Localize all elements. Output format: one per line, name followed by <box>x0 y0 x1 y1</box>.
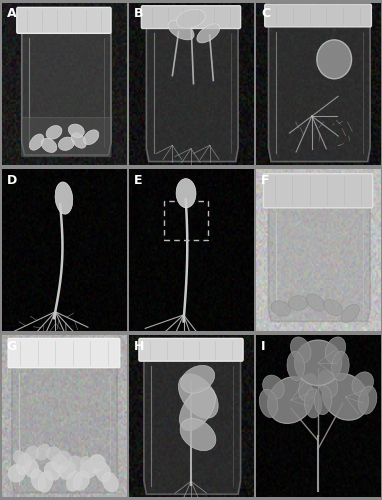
FancyBboxPatch shape <box>274 210 363 320</box>
Polygon shape <box>269 24 370 162</box>
FancyBboxPatch shape <box>265 4 371 27</box>
Ellipse shape <box>69 456 84 471</box>
FancyBboxPatch shape <box>8 338 120 368</box>
Ellipse shape <box>176 178 196 208</box>
Ellipse shape <box>29 134 44 150</box>
Ellipse shape <box>81 456 94 473</box>
FancyBboxPatch shape <box>17 8 111 34</box>
Ellipse shape <box>359 386 377 414</box>
Ellipse shape <box>352 372 374 396</box>
Ellipse shape <box>91 456 106 470</box>
Ellipse shape <box>51 454 68 472</box>
Ellipse shape <box>16 453 31 474</box>
Ellipse shape <box>322 374 369 420</box>
Ellipse shape <box>71 133 86 148</box>
Polygon shape <box>144 358 241 494</box>
Ellipse shape <box>178 374 218 418</box>
Text: G: G <box>7 340 17 353</box>
Ellipse shape <box>180 387 215 430</box>
FancyBboxPatch shape <box>141 6 241 28</box>
Ellipse shape <box>314 386 332 414</box>
Ellipse shape <box>102 472 118 492</box>
Text: A: A <box>7 8 16 20</box>
FancyBboxPatch shape <box>264 174 373 208</box>
Ellipse shape <box>84 130 99 144</box>
Ellipse shape <box>290 337 311 362</box>
Ellipse shape <box>58 137 74 150</box>
FancyBboxPatch shape <box>139 338 243 361</box>
Ellipse shape <box>168 20 194 40</box>
Text: C: C <box>261 8 270 20</box>
Ellipse shape <box>268 376 314 424</box>
Ellipse shape <box>306 294 325 311</box>
Ellipse shape <box>44 462 61 480</box>
Ellipse shape <box>59 461 76 479</box>
Ellipse shape <box>317 40 351 79</box>
Ellipse shape <box>24 446 39 462</box>
Ellipse shape <box>288 296 308 310</box>
Text: B: B <box>134 8 144 20</box>
Ellipse shape <box>287 352 304 380</box>
Polygon shape <box>146 25 238 162</box>
Ellipse shape <box>13 450 28 466</box>
Ellipse shape <box>46 126 62 139</box>
Ellipse shape <box>324 300 343 316</box>
Ellipse shape <box>181 366 215 393</box>
Ellipse shape <box>271 301 291 316</box>
Ellipse shape <box>68 124 84 138</box>
Ellipse shape <box>319 370 338 398</box>
Ellipse shape <box>23 458 39 478</box>
Ellipse shape <box>80 460 97 478</box>
Polygon shape <box>269 204 370 322</box>
Polygon shape <box>12 364 117 492</box>
FancyBboxPatch shape <box>22 118 111 156</box>
Text: H: H <box>134 340 144 353</box>
Ellipse shape <box>66 471 83 491</box>
Ellipse shape <box>41 138 57 152</box>
Ellipse shape <box>31 469 46 490</box>
Ellipse shape <box>325 337 346 362</box>
Ellipse shape <box>55 182 73 214</box>
Bar <box>164 202 208 240</box>
Text: F: F <box>261 174 270 186</box>
Text: D: D <box>7 174 17 186</box>
Ellipse shape <box>341 304 359 322</box>
Ellipse shape <box>176 10 206 28</box>
Ellipse shape <box>58 451 72 467</box>
Ellipse shape <box>8 464 26 482</box>
Text: E: E <box>134 174 142 186</box>
Ellipse shape <box>263 375 284 399</box>
Ellipse shape <box>36 444 50 460</box>
Ellipse shape <box>95 462 111 482</box>
Ellipse shape <box>38 471 53 492</box>
Polygon shape <box>22 30 111 155</box>
Ellipse shape <box>197 24 220 43</box>
Ellipse shape <box>73 471 90 490</box>
Ellipse shape <box>299 374 318 400</box>
Ellipse shape <box>295 340 342 386</box>
Ellipse shape <box>332 352 349 380</box>
Ellipse shape <box>87 454 104 472</box>
Ellipse shape <box>304 389 322 418</box>
Ellipse shape <box>47 447 62 462</box>
Ellipse shape <box>180 418 216 450</box>
Text: I: I <box>261 340 265 353</box>
Ellipse shape <box>259 390 278 417</box>
